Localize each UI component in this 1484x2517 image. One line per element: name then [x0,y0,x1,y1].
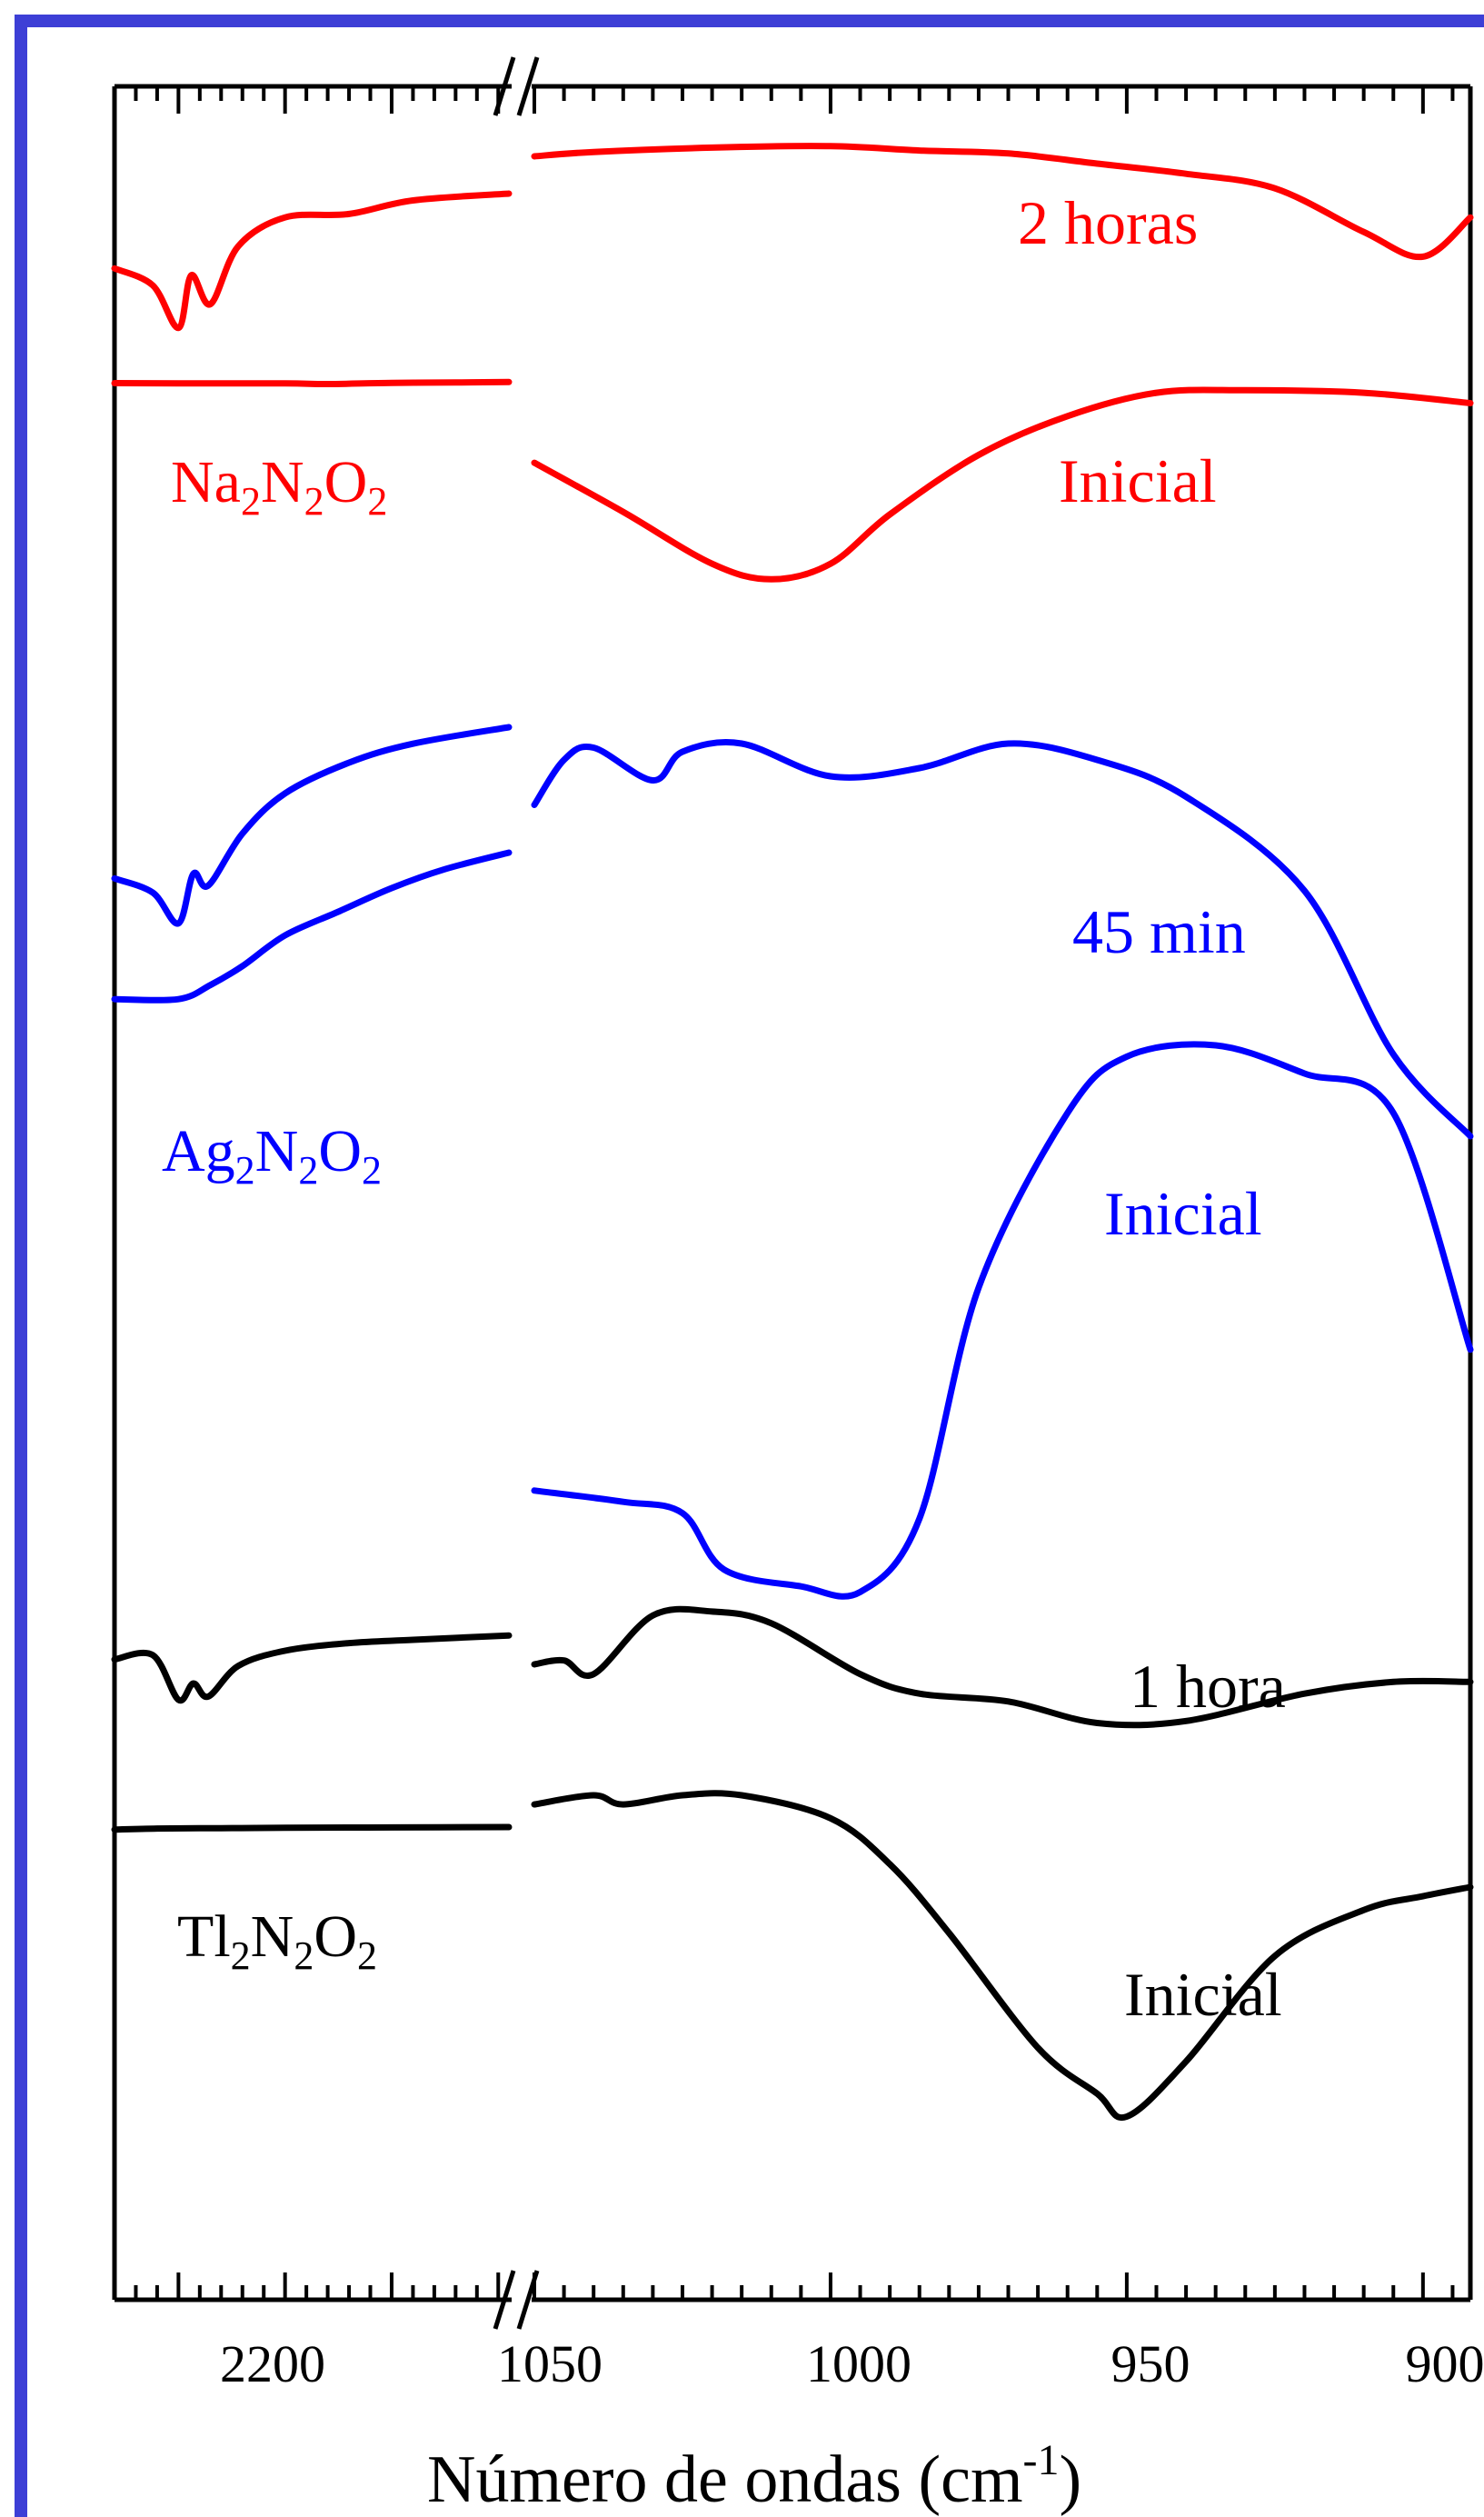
compound-label-na2n2o2: Na2N2O2 [171,449,387,524]
series-ag2n2o2-inicial-left [111,849,513,1004]
x-tick-label-950: 950 [1111,2334,1190,2393]
series-tl2n2o2-1-hora-left [111,1632,513,1704]
label-ag-inicial: Inicial [1104,1179,1262,1248]
label-tl-1-hora: 1 hora [1130,1652,1286,1721]
series-na2n2o2-inicial-right [531,386,1474,583]
series-ag2n2o2-45-min-left [111,724,513,927]
series-tl2n2o2-inicial-right [531,1790,1474,2122]
series-ag2n2o2-inicial-right [531,1041,1474,1600]
x-tick-label-1050: 1050 [497,2334,603,2393]
x-axis-title: Número de ondas (cm-1) [427,2436,1081,2517]
compound-label-ag2n2o2: Ag2N2O2 [162,1118,382,1193]
x-tick-label-2200: 2200 [220,2334,325,2393]
label-na-inicial: Inicial [1059,446,1217,515]
label-ag-45-min: 45 min [1072,897,1246,966]
axis-ticks [134,86,1455,2300]
axis-break-mark-top-2 [516,56,540,116]
chart-labels: 2200 1050 1000 950 900 Número de ondas (… [162,188,1484,2517]
plot-axes [112,56,1473,2330]
series-na2n2o2-inicial-left [111,378,513,388]
x-axis-title-main: Número de ondas (cm [427,2442,1023,2517]
x-axis-title-sup: -1 [1023,2436,1060,2484]
label-na-2-horas: 2 horas [1018,188,1198,257]
axis-break-mark-bottom-1 [493,2270,516,2330]
series-na2n2o2-2-horas-left [111,190,513,332]
x-tick-label-900: 900 [1406,2334,1484,2393]
x-axis-title-close: ) [1060,2442,1082,2517]
compound-label-tl2n2o2: Tl2N2O2 [177,1903,377,1978]
series-ag2n2o2-45-min-right [531,739,1474,1140]
x-tick-label-1000: 1000 [806,2334,911,2393]
series-na2n2o2-2-horas-right [531,143,1474,261]
series-tl2n2o2-1-hora-right [531,1605,1474,1729]
label-tl-inicial: Inicial [1124,1960,1282,2029]
chart-frame [15,15,1484,2517]
series-tl2n2o2-inicial-left [111,1823,513,1833]
spectra-curves [111,143,1474,2122]
